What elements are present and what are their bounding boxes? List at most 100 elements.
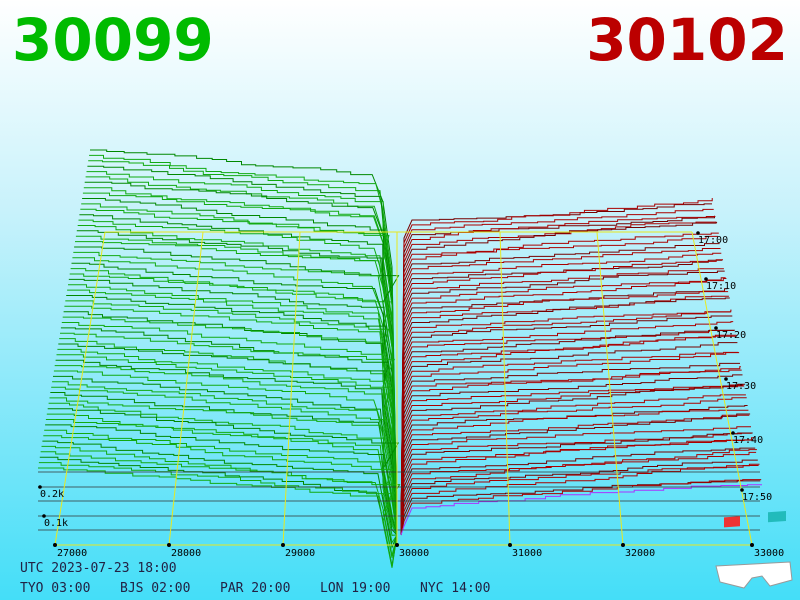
ask-depth-line bbox=[400, 369, 742, 536]
bid-depth-line bbox=[60, 332, 398, 536]
ask-depth-line bbox=[400, 215, 715, 536]
time-label: 17:10 bbox=[706, 281, 736, 292]
ask-depth-line bbox=[400, 366, 741, 536]
ask-depth-line bbox=[400, 465, 759, 536]
city-clock: BJS 02:00 bbox=[120, 581, 190, 596]
ask-depth-line bbox=[400, 414, 750, 536]
floor-grid: 27000 28000 29000 30000 31000 32000 33000 17:00… bbox=[38, 231, 784, 559]
bid-depth-line bbox=[63, 311, 398, 536]
ask-depth-line bbox=[400, 329, 735, 536]
ask-depth-line bbox=[400, 394, 746, 536]
bid-depth-line bbox=[74, 246, 400, 536]
bid-depth-line bbox=[53, 370, 398, 536]
bid-depth-line bbox=[67, 289, 398, 536]
ask-depth-line bbox=[400, 459, 758, 536]
bid-depth-line bbox=[78, 219, 398, 536]
bid-depth-line bbox=[75, 235, 398, 536]
bid-depth-line bbox=[60, 327, 398, 536]
bid-depth-line bbox=[85, 176, 398, 536]
tick-dot bbox=[740, 488, 744, 492]
x-tick-label: 27000 bbox=[57, 548, 87, 559]
glasses-icon bbox=[715, 511, 793, 589]
ask-depth-line bbox=[400, 311, 731, 536]
bid-depth-line bbox=[40, 451, 401, 558]
ask-depth-line bbox=[400, 362, 740, 536]
ask-depth-line bbox=[400, 334, 737, 536]
x-tick-label: 29000 bbox=[285, 548, 315, 559]
ask-depth-line bbox=[400, 297, 730, 536]
city-clock: PAR 20:00 bbox=[220, 581, 290, 596]
bid-depth-line bbox=[47, 408, 400, 536]
bid-depth-line bbox=[39, 456, 398, 566]
x-tick-label: 28000 bbox=[171, 548, 201, 559]
ask-depth-line bbox=[400, 447, 756, 536]
city-clock: LON 19:00 bbox=[320, 581, 390, 596]
bid-depth-line bbox=[72, 257, 398, 536]
tick-dot bbox=[724, 377, 728, 381]
bid-depth-line bbox=[87, 165, 398, 536]
floor-line bbox=[282, 231, 301, 546]
ask-depth-line bbox=[400, 385, 745, 536]
ask-depth-line bbox=[400, 221, 717, 536]
bid-depth-line bbox=[49, 397, 398, 536]
ask-depth-line bbox=[400, 432, 752, 536]
x-tick-label: 32000 bbox=[625, 548, 655, 559]
bid-depth-line bbox=[58, 343, 398, 536]
time-label: 17:30 bbox=[726, 381, 756, 392]
time-label: 17:20 bbox=[716, 330, 746, 341]
tick-dot bbox=[395, 543, 399, 547]
tick-dot bbox=[281, 543, 285, 547]
bid-depth-line bbox=[66, 295, 398, 536]
x-tick-label: 33000 bbox=[754, 548, 784, 559]
ask-depth-line bbox=[400, 383, 746, 536]
floor-line bbox=[54, 231, 106, 546]
tick-dot bbox=[38, 485, 42, 489]
ask-depth-line bbox=[400, 291, 729, 536]
bid-depth-line bbox=[75, 241, 398, 536]
bid-depth-line bbox=[43, 435, 398, 544]
ask-depth-line bbox=[400, 321, 734, 536]
ask-depth-line bbox=[400, 342, 738, 536]
bid-depth-line bbox=[76, 230, 398, 536]
bid-depth-line bbox=[59, 338, 398, 536]
bid-depth-line bbox=[69, 273, 398, 536]
bid-depth-line bbox=[82, 192, 398, 536]
time-label: 17:40 bbox=[733, 435, 763, 446]
bid-depth-line bbox=[79, 214, 398, 536]
depth-curves bbox=[38, 149, 762, 568]
bid-depth-line bbox=[38, 462, 398, 567]
bid-depth-line bbox=[46, 413, 398, 536]
city-clock: NYC 14:00 bbox=[420, 581, 490, 596]
tick-dot bbox=[508, 543, 512, 547]
ask-depth-line bbox=[400, 315, 733, 536]
ask-depth-line bbox=[400, 232, 719, 536]
ask-depth-line bbox=[400, 221, 718, 536]
bid-depth-line bbox=[45, 419, 398, 536]
ask-depth-line bbox=[400, 437, 755, 536]
bid-depth-line bbox=[52, 381, 398, 536]
bid-depth-line bbox=[56, 354, 398, 536]
bid-depth-line bbox=[54, 365, 398, 536]
bid-depth-line bbox=[86, 171, 398, 536]
bid-depth-line bbox=[48, 402, 398, 536]
bid-depth-line bbox=[51, 386, 398, 536]
floor-line bbox=[596, 231, 624, 546]
tick-dot bbox=[714, 326, 718, 330]
ask-depth-line bbox=[400, 259, 723, 536]
tick-dot bbox=[167, 543, 171, 547]
bid-depth-line bbox=[68, 284, 398, 536]
bid-depth-line bbox=[89, 154, 398, 536]
ask-depth-line bbox=[400, 449, 757, 536]
bid-depth-line bbox=[53, 375, 398, 536]
ask-depth-line bbox=[400, 243, 720, 536]
ask-depth-line bbox=[400, 397, 747, 536]
bid-depth-line bbox=[64, 305, 398, 536]
bid-depth-line bbox=[44, 429, 398, 536]
bid-depth-line bbox=[38, 467, 398, 568]
ask-depth-line bbox=[400, 268, 724, 536]
ask-depth-line bbox=[400, 252, 722, 536]
bid-depth-line bbox=[88, 160, 398, 536]
depth-label: 0.1k bbox=[44, 518, 68, 529]
ask-depth-line bbox=[400, 479, 762, 536]
